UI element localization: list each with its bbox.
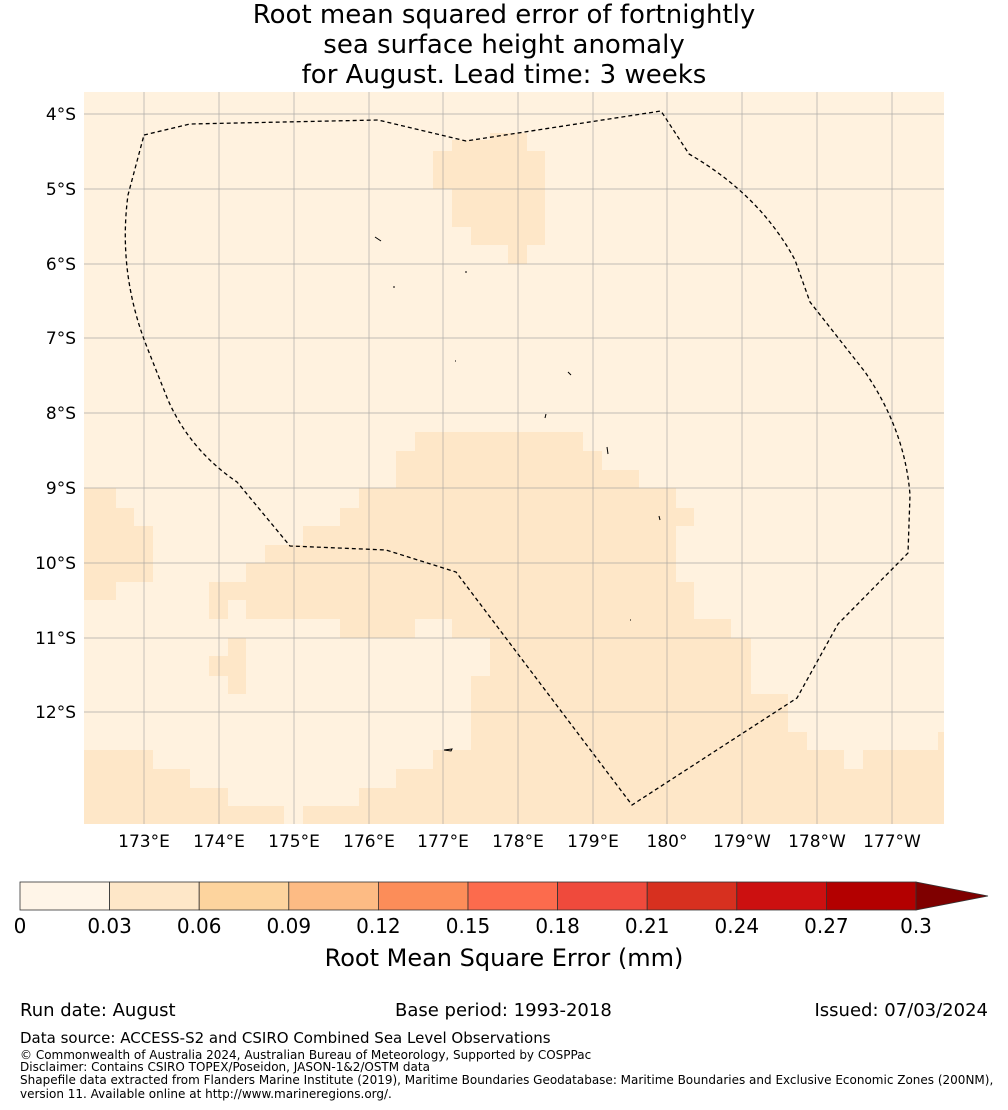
colorbar: 0 0.03 0.06 0.09 0.12 0.15 0.18 0.21 0.24 0.27 0.3 [14, 881, 989, 938]
colorbar-segment [646, 881, 738, 911]
lat-tick-label: 6°S [46, 255, 76, 275]
colorbar-tick-label: 0.12 [356, 914, 401, 938]
islands [374, 236, 661, 752]
lon-tick-label: 177°W [863, 832, 921, 852]
colorbar-segment [109, 881, 200, 911]
run-date: Run date: August [20, 1000, 176, 1021]
colorbar-extend-arrow [915, 881, 989, 911]
lon-tick-label: 176°E [343, 832, 395, 852]
colorbar-segment [826, 881, 917, 911]
lat-tick-label: 4°S [46, 105, 76, 125]
lat-tick-label: 8°S [46, 404, 76, 424]
colorbar-tick-label: 0.03 [87, 914, 132, 938]
base-period: Base period: 1993-2018 [395, 1000, 612, 1021]
lon-tick-label: 177°E [417, 832, 469, 852]
eez-boundary [124, 110, 911, 806]
disclaimer: Disclaimer: Contains CSIRO TOPEX/Poseido… [20, 1060, 430, 1074]
longitude-labels: 173°E 174°E 175°E 176°E 177°E 178°E 179°… [118, 832, 921, 852]
title-line-2: sea surface height anomaly [323, 30, 685, 60]
rmse-band-003-006 [84, 133, 944, 824]
colorbar-segment [198, 881, 290, 911]
latitude-labels: 4°S 5°S 6°S 7°S 8°S 9°S 10°S 11°S 12°S [35, 105, 76, 723]
issued-date: Issued: 07/03/2024 [814, 1000, 988, 1021]
lon-tick-label: 178°E [492, 832, 544, 852]
shapefile-note-1: Shapefile data extracted from Flanders M… [20, 1073, 994, 1087]
lon-tick-label: 173°E [118, 832, 170, 852]
colorbar-segment [288, 881, 379, 911]
lon-tick-label: 179°E [567, 832, 619, 852]
data-source: Data source: ACCESS-S2 and CSIRO Combine… [20, 1029, 551, 1047]
lat-tick-label: 5°S [46, 180, 76, 200]
colorbar-label: Root Mean Square Error (mm) [324, 944, 684, 972]
lat-tick-label: 10°S [35, 554, 76, 574]
colorbar-tick-label: 0.21 [625, 914, 670, 938]
map: 4°S 5°S 6°S 7°S 8°S 9°S 10°S 11°S 12°S 1… [35, 92, 944, 852]
colorbar-tick-label: 0.27 [804, 914, 849, 938]
colorbar-tick-labels: 0 0.03 0.06 0.09 0.12 0.15 0.18 0.21 0.24 0.27 0.3 [14, 914, 932, 938]
chart-title: Root mean squared error of fortnightly s… [0, 0, 1008, 90]
colorbar-segments [19, 881, 989, 911]
title-line-1: Root mean squared error of fortnightly [252, 0, 756, 30]
copyright: © Commonwealth of Australia 2024, Austra… [20, 1048, 592, 1062]
colorbar-tick-label: 0.3 [900, 914, 932, 938]
lat-tick-label: 9°S [46, 479, 76, 499]
colorbar-segment [557, 881, 648, 911]
lon-tick-label: 179°W [713, 832, 771, 852]
colorbar-tick-label: 0.09 [267, 914, 312, 938]
colorbar-segment [19, 881, 110, 911]
colorbar-tick-label: 0.18 [535, 914, 580, 938]
lon-tick-label: 174°E [193, 832, 245, 852]
lat-tick-label: 7°S [46, 329, 76, 349]
lon-tick-label: 180° [647, 832, 688, 852]
lat-tick-label: 12°S [35, 703, 76, 723]
colorbar-tick-label: 0.15 [446, 914, 491, 938]
lat-tick-label: 11°S [35, 629, 76, 649]
lon-tick-label: 178°W [788, 832, 846, 852]
colorbar-tick-label: 0 [14, 914, 27, 938]
colorbar-segment [467, 881, 558, 911]
title-line-3: for August. Lead time: 3 weeks [301, 60, 707, 90]
colorbar-tick-label: 0.06 [177, 914, 222, 938]
colorbar-tick-label: 0.24 [715, 914, 760, 938]
lon-tick-label: 175°E [268, 832, 320, 852]
metadata-row: Run date: August Base period: 1993-2018 … [20, 1000, 988, 1024]
map-gridlines [84, 92, 944, 824]
colorbar-segment [377, 881, 469, 911]
shapefile-note-2: version 11. Available online at http://w… [20, 1087, 392, 1101]
colorbar-segment [736, 881, 827, 911]
